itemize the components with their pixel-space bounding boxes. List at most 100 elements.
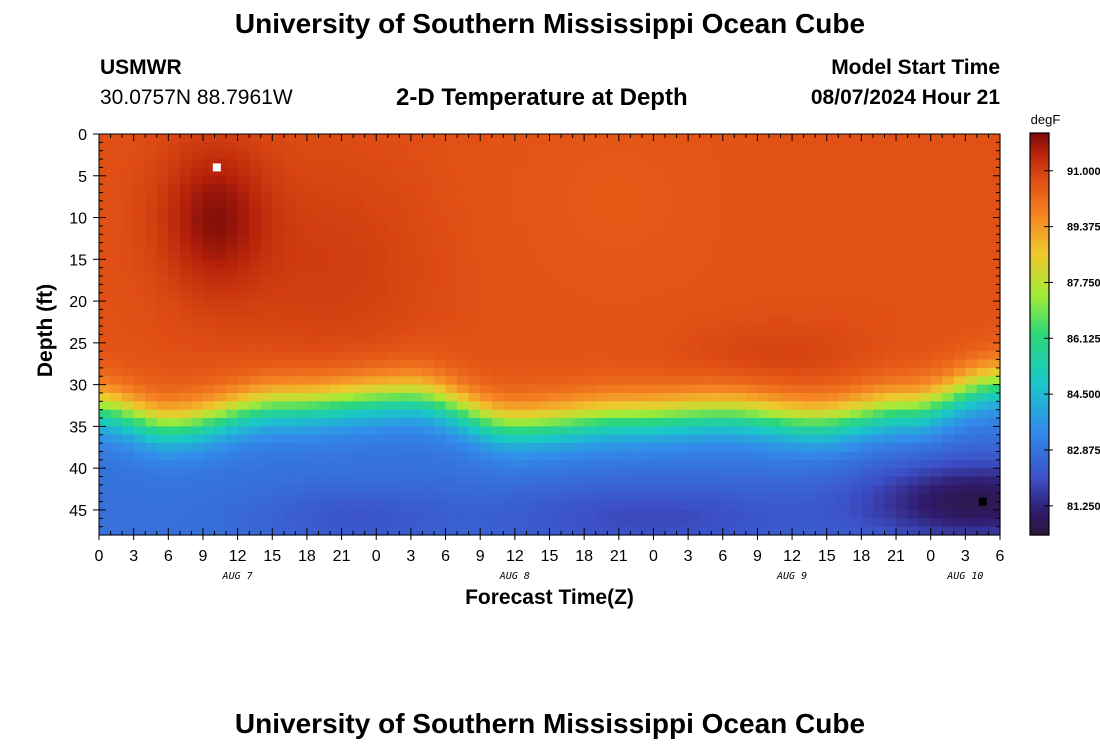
heatmap-cell: [133, 334, 146, 344]
heatmap-cell: [410, 434, 424, 444]
heatmap-cell: [896, 459, 909, 469]
heatmap-cell: [930, 242, 943, 252]
heatmap-cell: [202, 509, 216, 519]
heatmap-cell: [965, 192, 978, 202]
heatmap-cell: [549, 167, 562, 177]
heatmap-cell: [537, 326, 551, 336]
heatmap-cell: [688, 142, 701, 152]
heatmap-cell: [353, 384, 366, 394]
heatmap-cell: [861, 225, 874, 235]
heatmap-cell: [757, 518, 770, 528]
heatmap-cell: [537, 468, 551, 478]
heatmap-cell: [653, 234, 666, 244]
heatmap-cell: [780, 509, 793, 519]
heatmap-cell: [549, 367, 562, 377]
heatmap-cell: [930, 451, 943, 461]
heatmap-cell: [734, 484, 747, 494]
heatmap-cell: [330, 342, 343, 352]
heatmap-cell: [399, 342, 412, 352]
heatmap-cell: [376, 301, 389, 311]
heatmap-cell: [561, 376, 574, 386]
heatmap-cell: [618, 209, 631, 219]
heatmap-cell: [318, 250, 331, 260]
heatmap-cell: [561, 301, 574, 311]
colorbar-swatch: [1030, 297, 1049, 302]
heatmap-cell: [399, 175, 412, 185]
heatmap-cell: [191, 175, 204, 185]
heatmap-cell: [653, 426, 666, 436]
heatmap-cell: [930, 134, 943, 143]
heatmap-cell: [595, 150, 608, 160]
heatmap-cell: [907, 509, 920, 519]
heatmap-cell: [572, 267, 585, 277]
heatmap-cell: [168, 301, 181, 311]
heatmap-cell: [838, 225, 851, 235]
heatmap-cell: [595, 384, 608, 394]
heatmap-cell: [896, 443, 909, 453]
heatmap-cell: [179, 509, 193, 519]
heatmap-cell: [503, 367, 516, 377]
heatmap-cell: [122, 468, 135, 478]
heatmap-cell: [387, 192, 400, 202]
heatmap-cell: [341, 451, 354, 461]
heatmap-cell: [930, 184, 943, 194]
heatmap-cell: [768, 200, 782, 210]
heatmap-cell: [734, 459, 747, 469]
model-start-label: Model Start Time: [831, 56, 1000, 79]
heatmap-cell: [711, 484, 724, 494]
heatmap-cell: [526, 292, 539, 302]
heatmap-cell: [272, 351, 285, 361]
heatmap-cell: [768, 234, 782, 244]
heatmap-cell: [676, 351, 689, 361]
heatmap-cell: [792, 418, 805, 427]
heatmap-cell: [306, 376, 320, 386]
heatmap-cell: [237, 359, 250, 369]
heatmap-cell: [618, 367, 631, 377]
heatmap-cell: [202, 225, 216, 235]
heatmap-cell: [410, 451, 424, 461]
heatmap-cell: [953, 334, 966, 344]
heatmap-cell: [318, 401, 331, 411]
heatmap-cell: [468, 484, 481, 494]
heatmap-cell: [919, 284, 932, 294]
heatmap-cell: [410, 167, 424, 177]
heatmap-cell: [584, 225, 597, 235]
heatmap-cell: [953, 267, 966, 277]
heatmap-cell: [272, 418, 285, 427]
colorbar-swatch: [1030, 414, 1049, 419]
heatmap-cell: [872, 276, 886, 285]
heatmap-cell: [330, 434, 343, 444]
heatmap-cell: [503, 301, 516, 311]
heatmap-cell: [595, 209, 608, 219]
heatmap-cell: [272, 309, 285, 319]
heatmap-cell: [930, 250, 943, 260]
heatmap-cell: [884, 484, 897, 494]
heatmap-cell: [422, 192, 435, 202]
heatmap-cell: [953, 392, 966, 402]
heatmap-cell: [491, 518, 504, 528]
heatmap-cell: [942, 276, 955, 285]
heatmap-cell: [803, 526, 816, 536]
heatmap-cell: [884, 225, 897, 235]
heatmap-cell: [688, 167, 701, 177]
heatmap-cell: [295, 509, 308, 519]
heatmap-cell: [272, 192, 285, 202]
heatmap-cell: [757, 418, 770, 427]
heatmap-cell: [514, 493, 527, 503]
heatmap-cell: [410, 409, 424, 419]
heatmap-cell: [872, 317, 886, 327]
heatmap-cell: [861, 209, 874, 219]
heatmap-cell: [849, 359, 862, 369]
heatmap-cell: [861, 259, 874, 269]
heatmap-cell: [688, 284, 701, 294]
heatmap-cell: [722, 184, 735, 194]
heatmap-cell: [734, 418, 747, 427]
heatmap-cell: [838, 159, 851, 169]
heatmap-cell: [792, 351, 805, 361]
heatmap-cell: [99, 476, 112, 486]
heatmap-cell: [630, 250, 643, 260]
heatmap-cell: [803, 326, 816, 336]
heatmap-cell: [734, 150, 747, 160]
heatmap-cell: [572, 334, 585, 344]
heatmap-cell: [168, 518, 181, 528]
